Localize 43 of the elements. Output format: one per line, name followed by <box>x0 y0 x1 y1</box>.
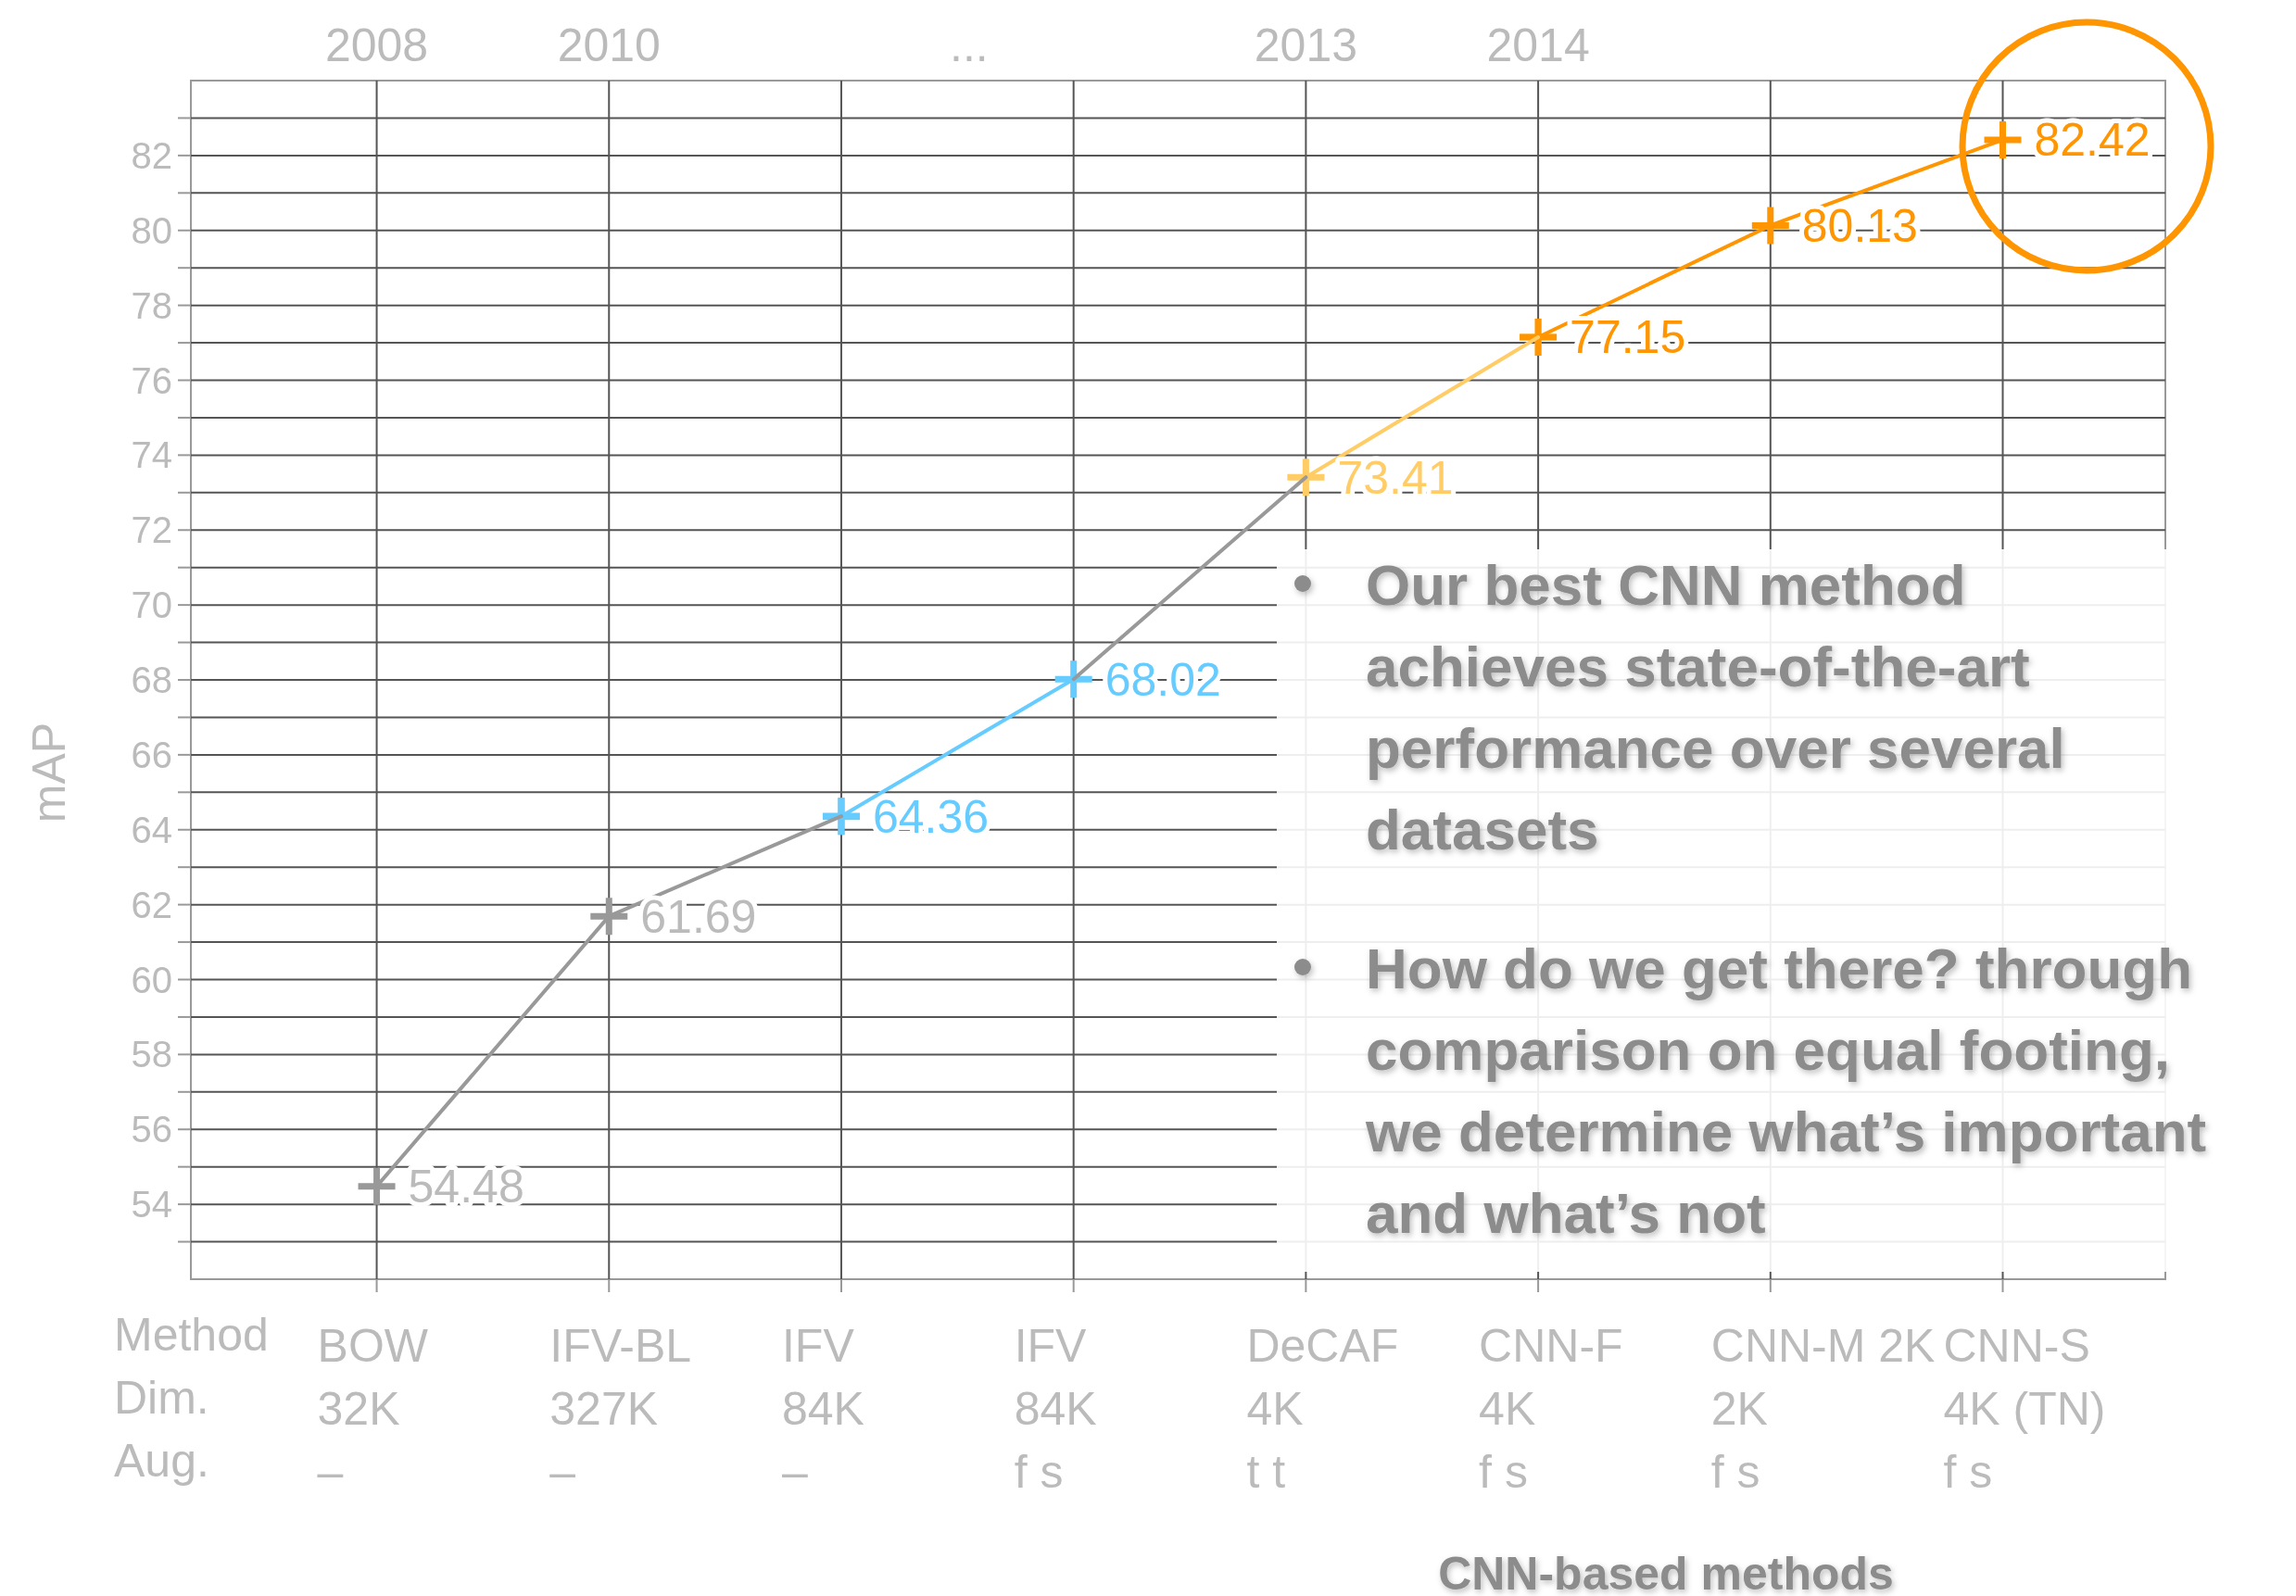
point <box>1984 120 2022 158</box>
data-label: 61.69 <box>640 890 757 943</box>
text: 2010 <box>557 19 661 71</box>
text: 2008 <box>324 19 429 71</box>
y-tick-label: 66 <box>131 734 172 775</box>
x-tick-label: IFV-BL 327K – <box>549 1320 692 1498</box>
y-tick-label: 78 <box>131 284 172 326</box>
data-label: 73.41 <box>1337 451 1454 504</box>
x-tick-label: CNN-F 4K f s <box>1479 1320 1623 1498</box>
text: 2013 <box>1254 19 1358 71</box>
y-tick-label: 82 <box>131 134 172 176</box>
data-label: 82.42 <box>2034 114 2151 167</box>
text: ... <box>950 19 989 71</box>
y-tick-label: 64 <box>131 809 172 850</box>
text: Dim. <box>114 1372 209 1424</box>
x-tick-label: IFV 84K f s <box>1014 1320 1097 1498</box>
y-tick-label: 74 <box>131 434 172 476</box>
annotation: Our best CNN method achieves state-of-the-art performance over several datasets <box>1366 553 2065 861</box>
text: CNN-based methods <box>1438 1548 1894 1596</box>
y-axis-title: mAP <box>23 722 75 823</box>
y-tick-label: 58 <box>131 1034 172 1075</box>
y-tick-label: 76 <box>131 359 172 401</box>
text: 2014 <box>1486 19 1590 71</box>
x-tick-label: BOW 32K – <box>317 1320 429 1498</box>
point <box>1054 660 1092 698</box>
annotation: How do we get there? through comparison on equal footing, we determine what’s important and what’s not <box>1365 936 2207 1245</box>
point <box>358 1167 396 1205</box>
text: Aug. <box>114 1435 209 1487</box>
point <box>1287 459 1325 496</box>
x-tick-label: CNN-M 2K 2K f s <box>1710 1320 1936 1498</box>
y-tick-label: 80 <box>131 209 172 251</box>
y-tick-label: 56 <box>131 1109 172 1150</box>
y-tick-label: 62 <box>131 884 172 925</box>
x-tick-label: DeCAF 4K t t <box>1246 1320 1399 1498</box>
x-tick-label: IFV 84K – <box>781 1320 864 1498</box>
y-tick-label: 70 <box>131 584 172 626</box>
y-tick-label: 72 <box>131 509 172 551</box>
y-tick-label: 60 <box>131 959 172 1000</box>
y-tick-label: 54 <box>131 1184 172 1225</box>
x-tick-label: CNN-S 4K (TN) f s <box>1943 1320 2106 1498</box>
y-tick-label: 68 <box>131 660 172 700</box>
text: Method <box>114 1309 269 1361</box>
data-label: 54.48 <box>408 1161 524 1213</box>
